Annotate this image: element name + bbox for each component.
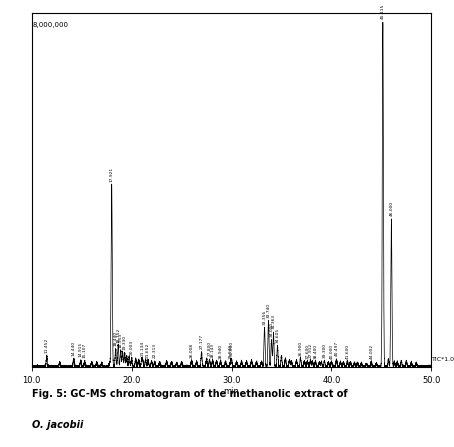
Text: 11.452: 11.452 <box>45 337 49 353</box>
Text: 33.356: 33.356 <box>262 310 266 325</box>
Text: 22.313: 22.313 <box>153 343 157 358</box>
Text: 18.440: 18.440 <box>114 331 118 346</box>
Text: 34.363: 34.363 <box>271 314 276 329</box>
Text: 36.900: 36.900 <box>298 341 302 356</box>
Text: 15.107: 15.107 <box>83 342 87 358</box>
Text: 20.003: 20.003 <box>130 340 133 355</box>
Text: O. jacobii: O. jacobii <box>32 420 83 430</box>
Text: 44.002: 44.002 <box>370 344 373 359</box>
Text: 33.740: 33.740 <box>266 303 271 318</box>
Text: TIC*1.00: TIC*1.00 <box>432 357 454 362</box>
Text: 34.605: 34.605 <box>276 328 280 343</box>
Text: 29.940: 29.940 <box>228 343 232 358</box>
Text: 18.953: 18.953 <box>118 333 123 348</box>
Text: 34.000: 34.000 <box>270 322 273 337</box>
Text: 28.143: 28.143 <box>211 343 215 358</box>
Text: 28.940: 28.940 <box>218 344 222 359</box>
Text: 27.800: 27.800 <box>207 341 212 356</box>
Text: 39.300: 39.300 <box>322 343 326 358</box>
Text: 18.752: 18.752 <box>116 328 120 343</box>
Text: 38.400: 38.400 <box>313 344 317 359</box>
Text: 45.115: 45.115 <box>381 4 385 19</box>
Text: 14.915: 14.915 <box>79 342 83 357</box>
Text: 21.652: 21.652 <box>146 342 150 358</box>
Text: 40.497: 40.497 <box>335 341 338 356</box>
Text: 46.000: 46.000 <box>390 201 393 216</box>
Text: 30.000: 30.000 <box>230 341 233 356</box>
Text: 40.000: 40.000 <box>330 344 333 359</box>
X-axis label: min: min <box>224 388 239 396</box>
Text: 14.440: 14.440 <box>72 341 76 356</box>
Text: 27.177: 27.177 <box>200 334 203 349</box>
Text: 19.330: 19.330 <box>123 335 127 350</box>
Text: 26.008: 26.008 <box>190 343 193 358</box>
Text: 37.600: 37.600 <box>306 343 310 358</box>
Text: 41.600: 41.600 <box>345 343 350 358</box>
Text: 17.921: 17.921 <box>110 167 114 182</box>
Text: Fig. 5: GC-MS chromatogram of the methanolic extract of: Fig. 5: GC-MS chromatogram of the methan… <box>32 389 347 399</box>
Text: 37.912: 37.912 <box>308 342 312 358</box>
Text: 8,000,000: 8,000,000 <box>33 22 69 28</box>
Text: 21.134: 21.134 <box>141 341 145 356</box>
